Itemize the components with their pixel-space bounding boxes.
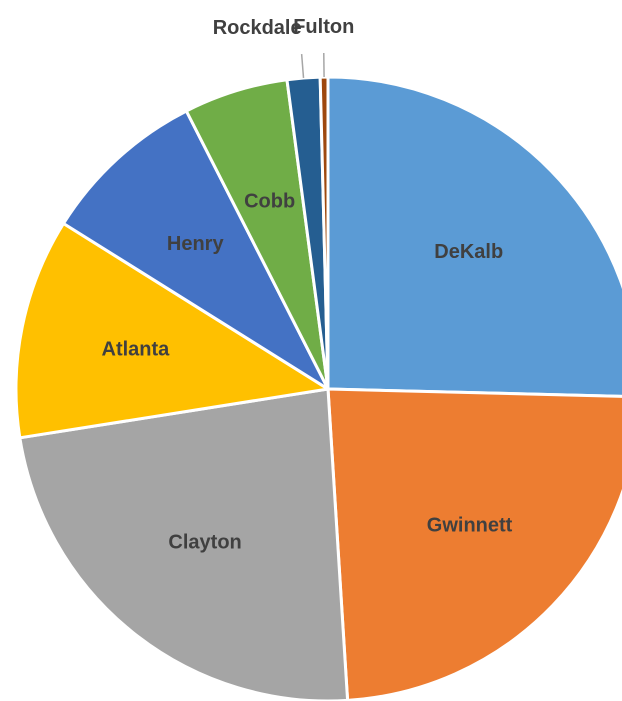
slice-label-dekalb: DeKalb	[434, 241, 503, 263]
leader-lines	[300, 53, 325, 79]
slice-label-rockdale: Rockdale	[213, 17, 302, 39]
pie-slice-dekalb	[326, 75, 622, 398]
slice-labels: DeKalb Gwinnett Clayton Atlanta Henry Cobb Roc…	[102, 16, 513, 553]
pie-slice-clayton	[18, 387, 350, 701]
pie-slices	[14, 75, 622, 701]
pie-slice-gwinnett	[326, 387, 622, 701]
pie-slice-atlanta	[14, 221, 330, 440]
leader-line-rockdale	[300, 53, 305, 79]
slice-label-fulton: Fulton	[293, 16, 354, 38]
slice-label-cobb: Cobb	[244, 190, 295, 212]
slice-label-henry: Henry	[167, 233, 225, 255]
slice-label-gwinnett: Gwinnett	[427, 514, 513, 536]
slice-label-atlanta: Atlanta	[102, 339, 171, 361]
pie-slice-henry	[62, 109, 330, 391]
slice-label-clayton: Clayton	[168, 531, 241, 553]
